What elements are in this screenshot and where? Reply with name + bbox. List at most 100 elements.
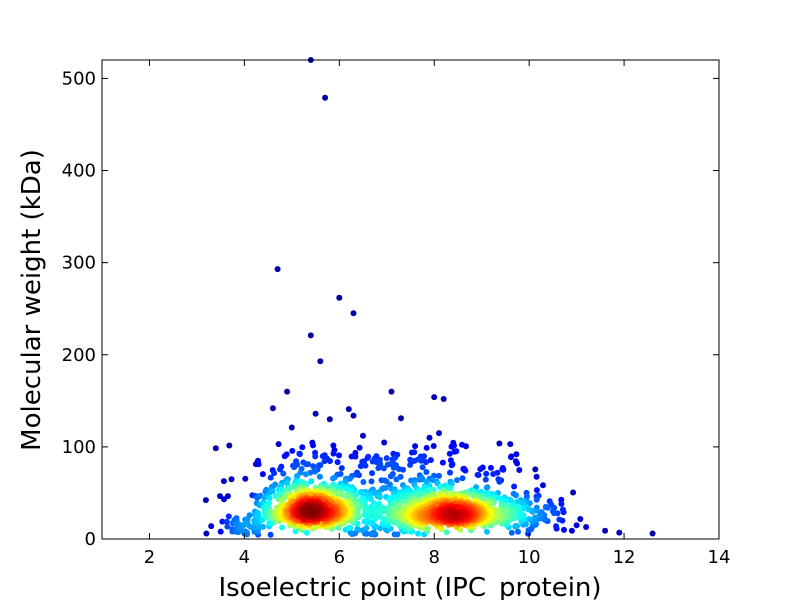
scatter-point — [423, 469, 430, 475]
scatter-point — [246, 522, 253, 529]
scatter-point — [508, 529, 515, 536]
scatter-point — [306, 509, 313, 516]
x-tick-label: 14 — [708, 547, 731, 568]
scatter-point — [418, 457, 425, 464]
scatter-point — [284, 480, 291, 487]
scatter-point — [275, 441, 282, 448]
scatter-point — [302, 471, 309, 478]
y-axis-title: Molecular weight (kDa) — [17, 149, 47, 451]
scatter-point — [208, 523, 215, 530]
scatter-point — [381, 439, 388, 446]
scatter-point — [415, 530, 422, 537]
x-axis-title: Isoelectric point (IPC_protein) — [218, 573, 601, 600]
scatter-point — [559, 506, 566, 513]
scatter-point — [299, 444, 306, 451]
plot-frame — [101, 59, 720, 540]
scatter-point — [316, 473, 323, 480]
scatter-point — [221, 496, 227, 503]
scatter-point — [439, 459, 446, 466]
scatter-point — [462, 467, 469, 474]
scatter-point — [450, 511, 457, 518]
scatter-point — [436, 472, 442, 479]
scatter-point — [583, 524, 590, 530]
scatter-point — [507, 441, 514, 448]
scatter-point — [280, 470, 287, 477]
scatter-point — [311, 468, 318, 475]
scatter-point — [310, 442, 316, 449]
scatter-point — [532, 466, 539, 473]
scatter-point — [334, 459, 341, 466]
scatter-point — [357, 463, 364, 470]
scatter-point — [259, 471, 266, 478]
scatter-point — [356, 444, 363, 451]
scatter-point — [260, 523, 266, 530]
scatter-point — [411, 457, 418, 464]
scatter-point — [220, 478, 227, 485]
y-tick-label: 300 — [62, 253, 96, 274]
scatter-point — [482, 476, 489, 483]
x-tick-label: 4 — [239, 547, 250, 568]
scatter-point — [477, 466, 484, 473]
scatter-point — [490, 471, 497, 477]
scatter-point — [390, 464, 397, 471]
scatter-point — [266, 495, 273, 502]
scatter-point — [407, 461, 414, 468]
x-tick-label: 2 — [144, 547, 155, 568]
scatter-point — [370, 529, 377, 536]
scatter-point — [570, 489, 577, 496]
scatter-point — [561, 526, 567, 533]
scatter-point — [255, 512, 262, 519]
y-tick-label: 200 — [62, 345, 96, 366]
scatter-point — [475, 472, 482, 478]
scatter-point — [360, 479, 367, 485]
scatter-point — [291, 464, 298, 471]
y-tick-label: 400 — [62, 161, 96, 182]
scatter-point — [393, 476, 400, 483]
scatter-point — [483, 484, 490, 491]
scatter-point — [322, 94, 329, 101]
scatter-point — [224, 523, 231, 530]
scatter-point — [533, 496, 540, 503]
y-axis-ticks: 0 100 200 300 400 500 — [62, 68, 719, 550]
scatter-point — [212, 445, 219, 452]
scatter-point — [451, 448, 458, 455]
scatter-point — [577, 516, 584, 522]
scatter-point — [271, 470, 278, 477]
scatter-point — [602, 527, 609, 534]
scatter-point — [499, 466, 506, 473]
scatter-point — [568, 527, 575, 534]
scatter-point — [354, 525, 361, 532]
scatter-point — [556, 516, 563, 523]
scatter-point — [536, 512, 543, 519]
scatter-point — [223, 518, 230, 525]
scatter-point — [321, 458, 328, 465]
scatter-point — [430, 443, 437, 449]
scatter-point — [443, 529, 450, 536]
scatter-point — [334, 490, 341, 497]
scatter-point — [326, 416, 333, 423]
scatter-point — [487, 464, 494, 471]
scatter-point — [446, 450, 453, 457]
scatter-point — [496, 440, 503, 447]
scatter-point — [480, 495, 487, 501]
x-tick-label: 8 — [429, 547, 440, 568]
scatter-point — [330, 442, 337, 449]
scatter-point — [386, 497, 393, 503]
scatter-point — [278, 487, 285, 493]
scatter-point — [266, 520, 273, 527]
scatter-point — [347, 529, 354, 536]
scatter-point — [431, 394, 438, 401]
x-axis-ticks: 2 4 6 8 10 12 14 — [144, 60, 731, 568]
scatter-point — [312, 453, 319, 460]
scatter-point — [380, 465, 387, 472]
scatter-point — [242, 475, 249, 482]
scatter-point — [483, 470, 490, 477]
scatter-point — [511, 483, 518, 490]
scatter-point — [225, 513, 232, 520]
scatter-point — [512, 522, 519, 529]
scatter-point — [267, 531, 274, 538]
scatter-point — [459, 475, 466, 482]
scatter-point — [380, 515, 387, 522]
scatter-point — [540, 482, 546, 489]
scatter-point — [283, 451, 290, 458]
